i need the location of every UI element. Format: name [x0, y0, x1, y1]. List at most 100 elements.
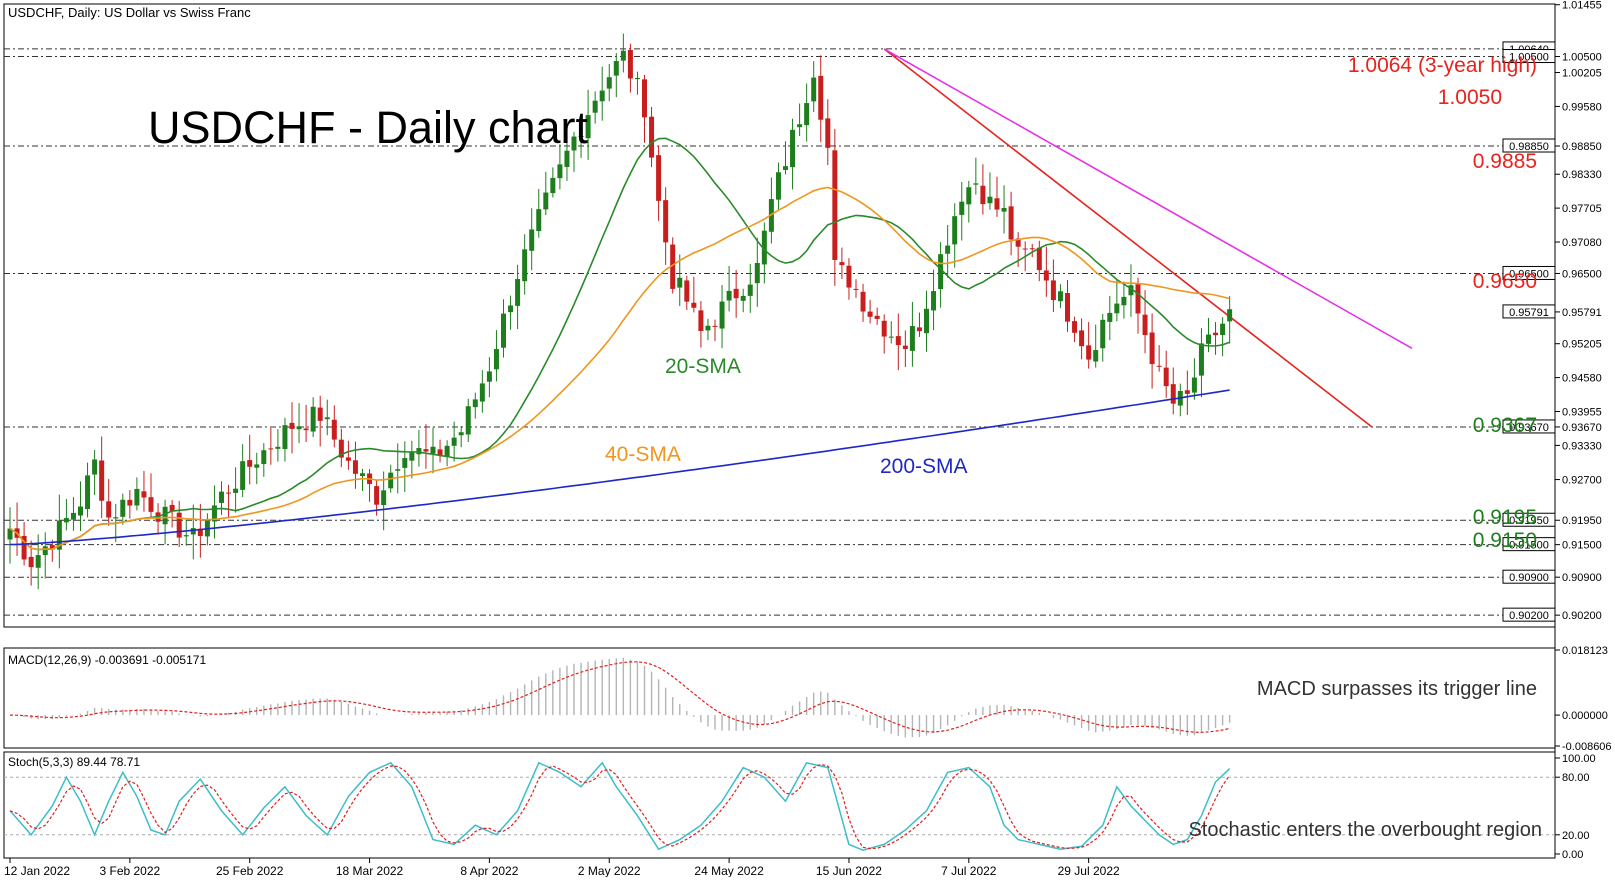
- candle: [677, 254, 683, 307]
- candle-body: [670, 244, 676, 289]
- candle-body: [712, 325, 718, 327]
- candle: [980, 164, 986, 215]
- candle-body: [797, 124, 803, 128]
- sma20-label: 20-SMA: [665, 355, 741, 378]
- candle: [1156, 345, 1162, 372]
- candle: [1086, 322, 1092, 369]
- price-tick-label-16: 0.91950: [1562, 515, 1602, 527]
- candle-body: [726, 290, 732, 301]
- candle-body: [345, 457, 351, 461]
- candle-body: [754, 262, 760, 284]
- candle: [310, 397, 316, 437]
- candle-body: [909, 326, 915, 351]
- candle-body: [691, 302, 697, 308]
- stoch-main-line: [9, 761, 1231, 851]
- stoch-pane[interactable]: 100.00 80.00 20.00 0.00: [3, 751, 1596, 861]
- time-tick-label-8: 7 Jul 2022: [941, 864, 997, 877]
- candle-body: [465, 406, 471, 435]
- candle: [99, 436, 105, 519]
- candle: [1149, 313, 1155, 389]
- candle: [268, 427, 274, 465]
- level-label-10064: 1.0064 (3-year high): [1348, 54, 1537, 77]
- candle-body: [557, 164, 563, 179]
- candle: [1093, 324, 1099, 368]
- candle-body: [1121, 296, 1127, 306]
- candle: [571, 131, 577, 172]
- candle-body: [49, 545, 55, 550]
- stoch-tick-label-0: 100.00: [1562, 753, 1596, 765]
- svg-text:0.95791: 0.95791: [1509, 307, 1549, 319]
- candle: [585, 89, 591, 160]
- macd-pane[interactable]: 0.018123 0.000000 -0.008606: [3, 645, 1612, 753]
- macd-tick-label-1: 0.000000: [1562, 710, 1608, 722]
- candle-body: [56, 520, 62, 550]
- candle: [825, 99, 831, 166]
- price-axis: 1.01455 1.00500 1.00205 0.99580 0.98850 0.983…: [1502, 0, 1602, 622]
- candle: [437, 439, 443, 463]
- candle-body: [395, 469, 401, 471]
- candle-body: [620, 50, 626, 61]
- level-tag-2: 0.98850: [1502, 138, 1556, 153]
- candle-body: [627, 50, 633, 79]
- price-tick-label-4: 0.98850: [1562, 141, 1602, 153]
- candle-body: [931, 291, 937, 311]
- main-pane[interactable]: 1.006401.005000.988500.965000.936700.919…: [3, 0, 1602, 858]
- candle-body: [1001, 207, 1007, 212]
- candle: [550, 167, 556, 198]
- candle-body: [592, 100, 598, 113]
- stoch-note: Stochastic enters the overbought region: [1188, 819, 1542, 841]
- sma200-label: 200-SMA: [880, 455, 968, 478]
- candle: [839, 247, 845, 279]
- candle: [183, 520, 189, 546]
- candle: [832, 128, 838, 286]
- candle: [691, 276, 697, 313]
- svg-text:0.98850: 0.98850: [1509, 141, 1549, 153]
- candle-body: [515, 279, 521, 306]
- candle-body: [1149, 332, 1155, 365]
- candle: [740, 288, 746, 313]
- candle: [247, 434, 253, 485]
- candle: [705, 318, 711, 341]
- price-tick-label-13: 0.93670: [1562, 422, 1602, 434]
- candle: [606, 63, 612, 102]
- candle-body: [578, 135, 584, 137]
- svg-text:0.90900: 0.90900: [1509, 572, 1549, 584]
- candle: [733, 270, 739, 318]
- time-tick-label-5: 2 May 2022: [578, 864, 641, 877]
- candle: [296, 403, 302, 444]
- candle: [1114, 279, 1120, 322]
- candle: [1198, 328, 1204, 398]
- candle-body: [508, 305, 514, 313]
- candle-body: [761, 230, 767, 265]
- candle: [790, 118, 796, 190]
- candle-body: [705, 325, 711, 331]
- moving-averages: [9, 137, 1230, 551]
- candle-body: [63, 518, 69, 523]
- candle: [345, 440, 351, 470]
- candle: [543, 171, 549, 216]
- candle: [1121, 281, 1127, 319]
- candle: [134, 477, 140, 511]
- candle: [804, 83, 810, 142]
- svg-text:1.00500: 1.00500: [1509, 52, 1549, 64]
- candle-body: [522, 249, 528, 282]
- candle-body: [219, 491, 224, 503]
- candle: [78, 481, 83, 532]
- price-tick-label-9: 0.95791: [1562, 307, 1602, 319]
- candle-body: [317, 407, 323, 421]
- candle-body: [973, 183, 979, 185]
- candle-body: [733, 288, 739, 299]
- candle-body: [1220, 323, 1226, 335]
- candle-body: [268, 448, 274, 450]
- time-tick-label-6: 24 May 2022: [694, 864, 764, 877]
- candle: [1135, 277, 1141, 334]
- price-tick-label-14: 0.93330: [1562, 440, 1602, 452]
- candle: [1072, 316, 1078, 343]
- candle-body: [472, 399, 478, 408]
- candle-body: [550, 177, 556, 194]
- candle: [726, 265, 732, 312]
- candle: [634, 71, 640, 95]
- candle-body: [564, 150, 570, 167]
